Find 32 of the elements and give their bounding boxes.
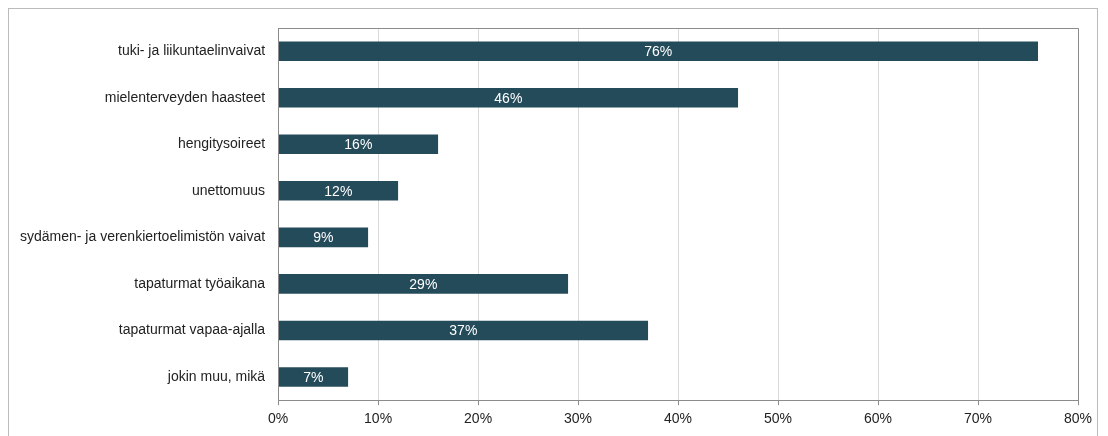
data-label: 12% [324, 182, 353, 199]
y-tick-label: tapaturmat vapaa-ajalla [118, 321, 266, 338]
data-label: 29% [409, 275, 438, 292]
x-tick-label: 80% [1063, 410, 1093, 427]
bar [278, 181, 399, 201]
data-label: 37% [449, 322, 478, 339]
y-tick-label: unettomuus [191, 181, 266, 198]
bar [278, 320, 649, 341]
x-tick-label: 40% [664, 410, 693, 427]
y-tick-label: tapaturmat työaikana [134, 274, 266, 291]
y-tick-label: mielenterveyden haasteet [104, 88, 266, 105]
x-tick-label: 10% [364, 410, 393, 427]
data-label: 76% [644, 43, 673, 60]
x-tick-label: 0% [267, 410, 289, 427]
x-tick-label: 20% [464, 410, 493, 427]
bar [278, 367, 349, 387]
y-tick-label: tuki- ja liikuntaelinvaivat [118, 42, 266, 59]
y-tick-label: sydämen- ja verenkiertoelimistön vaivat [19, 228, 266, 245]
x-tick-label: 70% [964, 410, 993, 427]
bar [278, 134, 439, 155]
y-tick-label: jokin muu, mikä [166, 367, 266, 384]
y-tick-label: hengitysoireet [177, 135, 266, 152]
x-tick-label: 60% [864, 410, 893, 427]
x-tick-label: 50% [764, 410, 793, 427]
bar [278, 41, 1039, 62]
data-label: 46% [494, 89, 523, 106]
bar [278, 88, 739, 108]
data-label: 9% [313, 229, 334, 246]
bar [278, 274, 569, 294]
x-tick-label: 30% [564, 410, 593, 427]
data-label: 7% [303, 368, 324, 385]
data-label: 16% [344, 136, 373, 153]
